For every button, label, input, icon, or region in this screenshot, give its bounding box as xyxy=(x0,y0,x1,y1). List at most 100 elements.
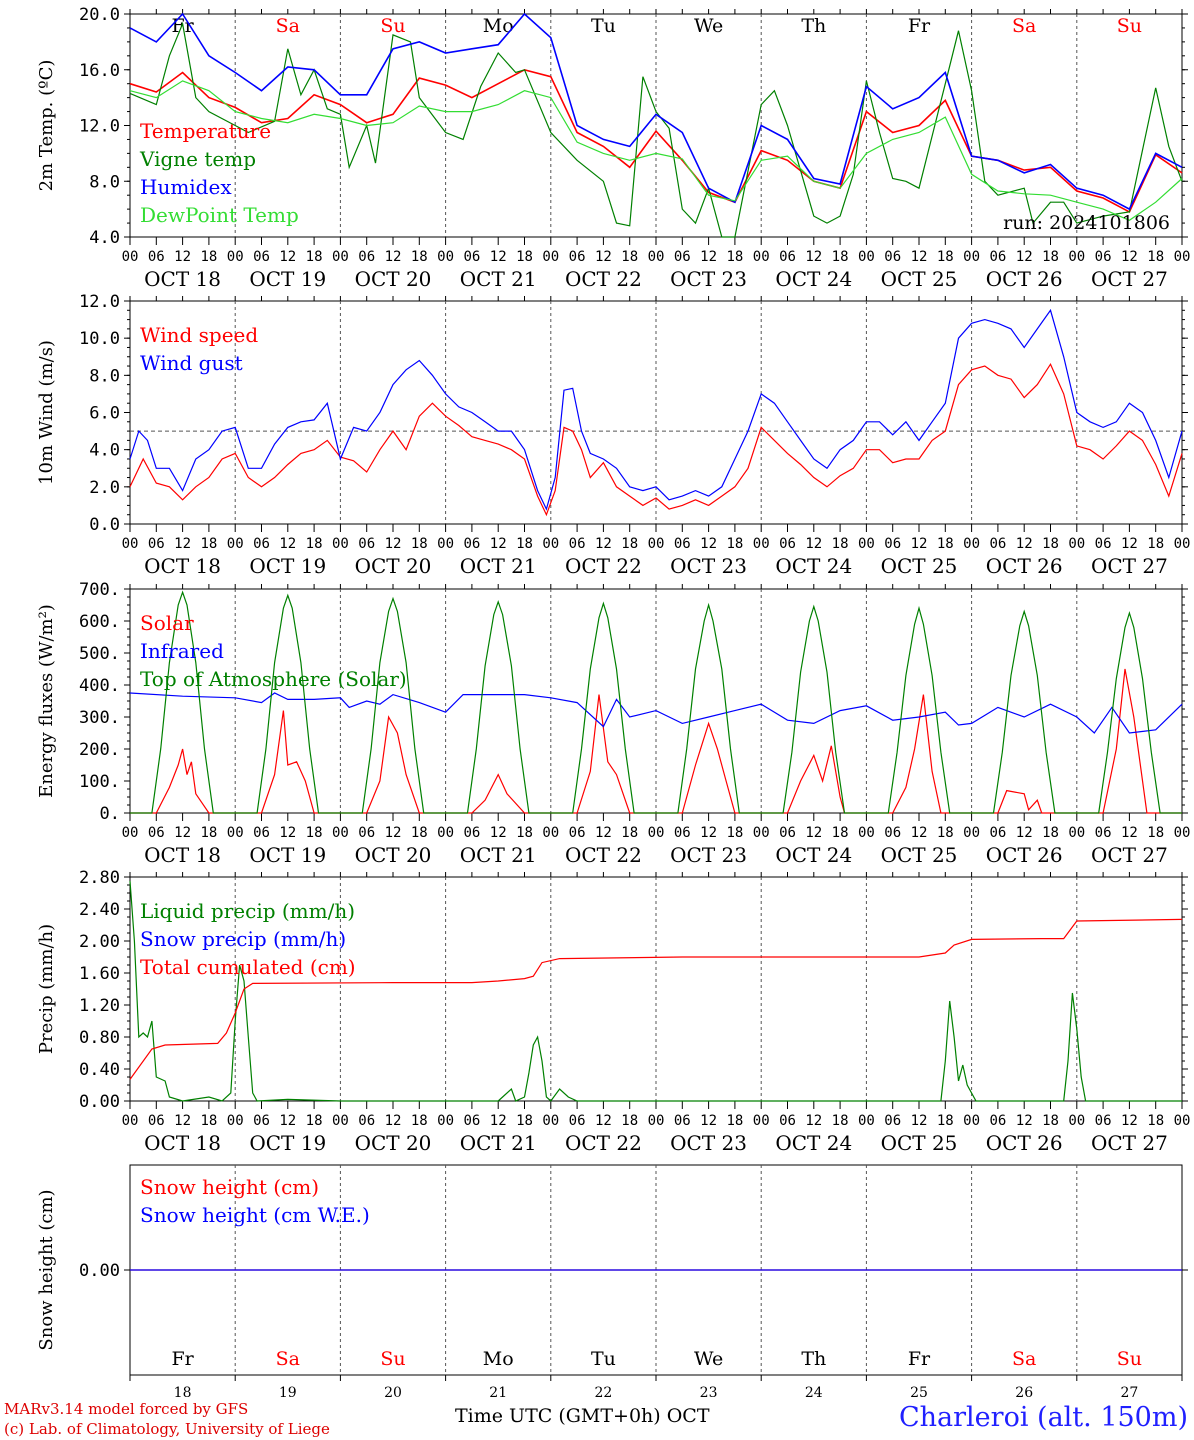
x-tick-label: 18 xyxy=(832,1113,849,1129)
x-tick-label: 18 xyxy=(306,1113,323,1129)
day-number-label: 18 xyxy=(174,1385,192,1401)
y-tick-label: 0.00 xyxy=(79,1261,120,1281)
x-tick-label: 18 xyxy=(726,249,743,265)
x-tick-label: 00 xyxy=(648,249,665,265)
y-tick-label: 0.80 xyxy=(79,1028,120,1048)
x-tick-label: 00 xyxy=(858,825,875,841)
x-tick-label: 00 xyxy=(542,1113,559,1129)
y-tick-label: 12.0 xyxy=(79,117,120,137)
x-date-label: OCT 20 xyxy=(355,1131,432,1155)
x-tick-label: 06 xyxy=(463,1113,480,1129)
x-tick-label: 00 xyxy=(437,536,454,552)
x-tick-label: 06 xyxy=(1095,536,1112,552)
x-tick-label: 18 xyxy=(621,249,638,265)
legend-entry: Vigne temp xyxy=(139,147,256,171)
x-tick-label: 18 xyxy=(726,536,743,552)
x-date-label: OCT 25 xyxy=(881,554,958,578)
y-tick-label: 4.0 xyxy=(89,228,120,248)
x-tick-label: 06 xyxy=(358,536,375,552)
y-tick-label: 8.0 xyxy=(89,366,120,386)
x-tick-label: 18 xyxy=(200,536,217,552)
y-axis-label-energy: Energy fluxes (W/m²) xyxy=(36,604,57,798)
x-tick-label: 18 xyxy=(1147,536,1164,552)
x-tick-label: 06 xyxy=(674,825,691,841)
series-line-top-of-atmosphere-solar- xyxy=(130,590,1182,814)
weekday-label: We xyxy=(694,1348,723,1370)
x-tick-label: 00 xyxy=(1174,1113,1191,1129)
x-tick-label: 12 xyxy=(174,536,191,552)
x-date-label: OCT 26 xyxy=(986,267,1063,291)
x-tick-label: 00 xyxy=(858,1113,875,1129)
y-tick-label: 0.00 xyxy=(79,1092,120,1112)
x-date-label: OCT 21 xyxy=(460,267,537,291)
y-tick-label: 2.0 xyxy=(89,478,120,498)
x-tick-label: 06 xyxy=(674,249,691,265)
x-tick-label: 00 xyxy=(1174,249,1191,265)
x-tick-label: 12 xyxy=(805,536,822,552)
x-tick-label: 18 xyxy=(516,249,533,265)
x-tick-label: 00 xyxy=(963,825,980,841)
x-tick-label: 06 xyxy=(989,1113,1006,1129)
weekday-label: Su xyxy=(380,15,405,37)
x-tick-label: 18 xyxy=(516,1113,533,1129)
x-tick-label: 06 xyxy=(358,249,375,265)
x-tick-label: 18 xyxy=(1042,1113,1059,1129)
legend-entry: Infrared xyxy=(140,639,224,663)
x-tick-label: 18 xyxy=(1147,825,1164,841)
x-date-label: OCT 19 xyxy=(249,1131,326,1155)
x-tick-label: 12 xyxy=(490,249,507,265)
x-date-label: OCT 19 xyxy=(249,843,326,867)
weekday-label: Su xyxy=(1117,15,1142,37)
y-tick-label: 0.0 xyxy=(89,515,120,535)
x-tick-label: 18 xyxy=(726,1113,743,1129)
series-line-wind-gust xyxy=(129,308,1183,511)
weekday-label: Mo xyxy=(483,1348,514,1370)
x-tick-label: 06 xyxy=(463,825,480,841)
x-tick-label: 12 xyxy=(385,249,402,265)
legend-entry: Snow precip (mm/h) xyxy=(140,927,346,951)
x-tick-label: 06 xyxy=(569,249,586,265)
legend-entry: Liquid precip (mm/h) xyxy=(140,899,355,923)
x-tick-label: 00 xyxy=(1068,536,1085,552)
y-tick-label: 400. xyxy=(79,676,120,696)
x-tick-label: 18 xyxy=(937,249,954,265)
day-number-label: 20 xyxy=(384,1385,402,1401)
x-tick-label: 00 xyxy=(1068,825,1085,841)
x-tick-label: 18 xyxy=(516,536,533,552)
y-tick-label: 10.0 xyxy=(79,329,120,349)
x-date-label: OCT 19 xyxy=(249,554,326,578)
x-tick-label: 18 xyxy=(411,1113,428,1129)
x-tick-label: 12 xyxy=(700,825,717,841)
x-tick-label: 00 xyxy=(963,536,980,552)
y-tick-label: 0. xyxy=(100,804,120,824)
y-tick-label: 2.40 xyxy=(79,900,120,920)
x-tick-label: 06 xyxy=(989,249,1006,265)
x-tick-label: 12 xyxy=(595,249,612,265)
x-tick-label: 18 xyxy=(937,1113,954,1129)
x-tick-label: 12 xyxy=(279,1113,296,1129)
model-credit: MARv3.14 model forced by GFS xyxy=(4,1400,249,1418)
legend-entry: Wind speed xyxy=(140,323,258,347)
x-tick-label: 12 xyxy=(911,825,928,841)
legend-entry: Humidex xyxy=(140,175,232,199)
x-tick-label: 00 xyxy=(858,536,875,552)
x-tick-label: 18 xyxy=(516,825,533,841)
series-line-temperature xyxy=(129,68,1183,214)
x-tick-label: 18 xyxy=(1147,249,1164,265)
x-date-label: OCT 24 xyxy=(775,267,852,291)
x-tick-label: 06 xyxy=(148,249,165,265)
x-tick-label: 00 xyxy=(1174,536,1191,552)
x-date-label: OCT 23 xyxy=(670,843,747,867)
x-date-label: OCT 23 xyxy=(670,554,747,578)
x-tick-label: 06 xyxy=(674,1113,691,1129)
lab-credit: (c) Lab. of Climatology, University of L… xyxy=(4,1420,330,1438)
x-tick-label: 18 xyxy=(726,825,743,841)
x-date-label: OCT 27 xyxy=(1091,267,1168,291)
x-tick-label: 18 xyxy=(1147,1113,1164,1129)
x-tick-label: 00 xyxy=(332,825,349,841)
x-date-label: OCT 25 xyxy=(881,1131,958,1155)
x-tick-label: 12 xyxy=(1121,249,1138,265)
x-tick-label: 00 xyxy=(753,249,770,265)
x-tick-label: 06 xyxy=(884,825,901,841)
x-tick-label: 12 xyxy=(490,825,507,841)
